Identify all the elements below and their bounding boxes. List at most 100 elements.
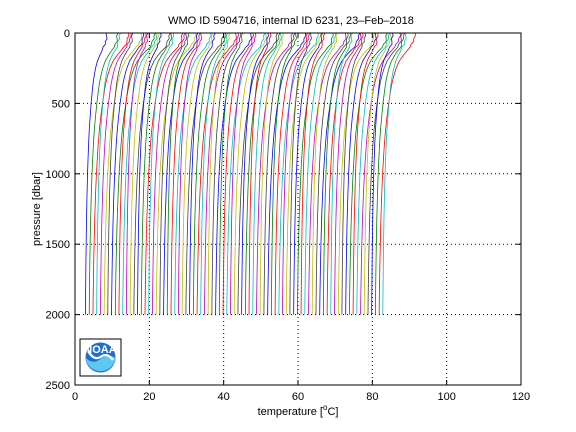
profile-line (152, 32, 186, 315)
profile-line (375, 32, 406, 315)
profile-line (330, 32, 353, 315)
profile-line (218, 32, 244, 315)
profile-line (322, 32, 352, 315)
profile-line (270, 32, 297, 315)
y-axis: 0 500 1000 1500 2000 2500 (46, 28, 521, 392)
profile-line (163, 32, 199, 315)
profile-line (122, 32, 158, 315)
profile-line (118, 32, 147, 315)
profile-line (349, 32, 388, 315)
profile-line (248, 32, 272, 315)
profile-line (382, 32, 407, 315)
profile-line (222, 32, 254, 315)
profile-line (155, 32, 197, 315)
svg-text:NOAA: NOAA (84, 344, 116, 356)
y-tick-label: 1000 (46, 169, 70, 181)
profile-line (304, 32, 337, 315)
y-tick-label: 500 (52, 98, 70, 110)
profile-line (233, 32, 267, 315)
profile-line (185, 32, 224, 315)
profile-line (129, 32, 160, 315)
profile-line (230, 32, 257, 315)
profile-line (114, 32, 156, 315)
profile-line (296, 32, 334, 315)
y-tick-label: 1500 (46, 239, 70, 251)
y-tick-label: 2000 (46, 310, 70, 322)
profile-line (174, 32, 212, 315)
profile-line (237, 32, 279, 315)
profile-line (256, 32, 294, 315)
profile-line (371, 32, 394, 315)
profile-line (356, 32, 391, 315)
profile-line (159, 32, 188, 315)
x-tick-label: 100 (437, 391, 455, 403)
profile-line (363, 32, 392, 315)
profile-line (204, 32, 239, 315)
profile-line (285, 32, 322, 315)
profile-line (133, 32, 171, 315)
profile-line (85, 32, 108, 315)
profile-line (341, 32, 367, 315)
profile-line (215, 32, 252, 315)
profile-line (211, 32, 242, 315)
profile-line (278, 32, 319, 315)
profile-line (207, 32, 231, 315)
chart-title: WMO ID 5904716, internal ID 6231, 23–Feb… (168, 15, 414, 27)
profile-line (326, 32, 362, 315)
profile-line (311, 32, 338, 315)
profile-line (352, 32, 379, 315)
profile-line (192, 32, 227, 315)
profile-line (367, 32, 403, 315)
profile-line (125, 32, 149, 315)
profile-line (148, 32, 175, 315)
profile-line (137, 32, 162, 315)
profile-line (107, 32, 134, 315)
profile-line (263, 32, 296, 315)
profile-line (103, 32, 143, 315)
profile-line (334, 32, 364, 315)
profile-line (319, 32, 361, 315)
profile-line (252, 32, 282, 315)
profile-line (267, 32, 307, 315)
x-axis-label: temperature [oC] (258, 403, 339, 418)
profile-line (170, 32, 201, 315)
profile-line (178, 32, 203, 315)
profile-line (360, 32, 401, 315)
x-tick-label: 40 (218, 391, 230, 403)
profile-line (88, 32, 119, 315)
y-tick-label: 0 (64, 28, 70, 40)
x-tick-label: 120 (512, 391, 530, 403)
x-tick-label: 80 (366, 391, 378, 403)
profile-line (315, 32, 349, 315)
profile-line (300, 32, 326, 315)
profile-line (140, 32, 173, 315)
profile-line (308, 32, 347, 315)
profile-line (181, 32, 214, 315)
profile-line (241, 32, 269, 315)
profile-line (189, 32, 216, 315)
profile-line (244, 32, 281, 315)
y-tick-label: 2500 (46, 380, 70, 392)
noaa-logo: NOAA (79, 338, 122, 377)
profile-line (166, 32, 190, 315)
profile-line (259, 32, 284, 315)
y-axis-label: pressure [dbar] (31, 172, 43, 246)
x-axis: 0 20 40 60 80 100 120 (72, 33, 530, 403)
profile-line (337, 32, 376, 315)
series-group (85, 32, 416, 315)
grid (75, 33, 521, 385)
profile-line (196, 32, 237, 315)
profile-line (282, 32, 311, 315)
profile-line (92, 32, 130, 315)
profile-line (96, 32, 121, 315)
profile-line (289, 32, 312, 315)
profile-line (293, 32, 323, 315)
profile-line (144, 32, 184, 315)
profile-line (111, 32, 145, 315)
profile-line (378, 32, 416, 315)
profile-line (345, 32, 377, 315)
x-tick-label: 60 (292, 391, 304, 403)
x-tick-label: 20 (143, 391, 155, 403)
x-tick-label: 0 (72, 391, 78, 403)
